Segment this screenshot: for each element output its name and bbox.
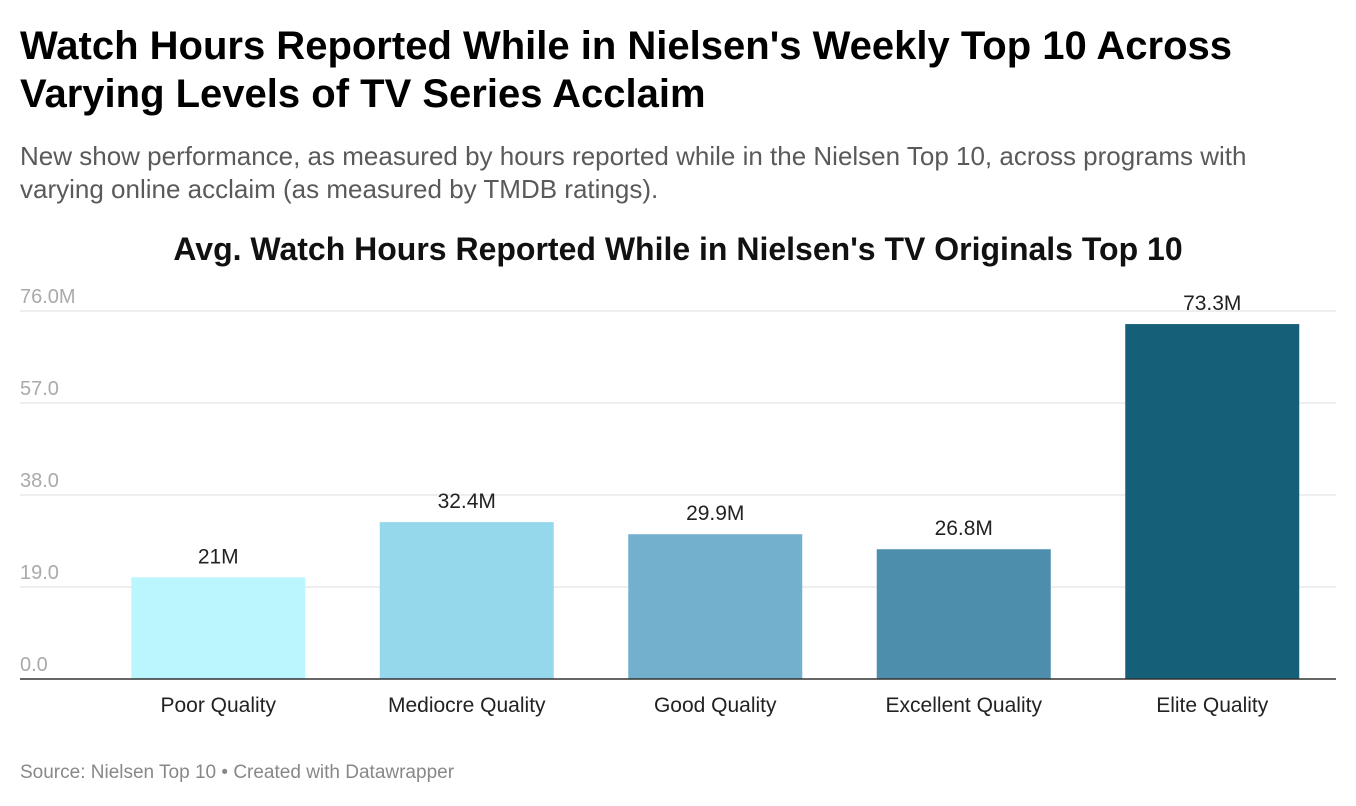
bar-value-label: 21M <box>198 545 239 568</box>
bar <box>131 577 306 679</box>
bar <box>379 522 554 679</box>
chart-title: Avg. Watch Hours Reported While in Niels… <box>173 231 1183 267</box>
chart-container: Avg. Watch Hours Reported While in Niels… <box>0 225 1356 735</box>
y-tick-label: 76.0M <box>20 286 76 308</box>
y-tick-label: 19.0 <box>20 562 59 584</box>
headline: Watch Hours Reported While in Nielsen's … <box>20 24 1233 116</box>
x-tick-label: Elite Quality <box>1156 694 1269 717</box>
bar <box>876 549 1051 679</box>
bar-value-label: 73.3M <box>1183 292 1241 315</box>
x-tick-label: Mediocre Quality <box>388 694 546 717</box>
x-tick-label: Good Quality <box>654 694 777 717</box>
source-footer: Source: Nielsen Top 10 • Created with Da… <box>20 762 455 783</box>
y-tick-label: 57.0 <box>20 378 59 400</box>
x-tick-label: Excellent Quality <box>886 694 1043 717</box>
y-tick-label: 0.0 <box>20 654 48 676</box>
subtitle: New show performance, as measured by hou… <box>20 141 1247 204</box>
bar <box>628 534 803 679</box>
y-tick-label: 38.0 <box>20 470 59 492</box>
bar <box>1125 324 1300 679</box>
bar-chart: 0.0 19.0 38.0 57.0 76.0M 21M Poor Quality 32.4M… <box>20 286 1336 717</box>
bar-value-label: 26.8M <box>935 517 993 540</box>
bar-value-label: 29.9M <box>686 502 744 525</box>
bar-value-label: 32.4M <box>438 490 496 513</box>
x-tick-label: Poor Quality <box>160 694 276 717</box>
